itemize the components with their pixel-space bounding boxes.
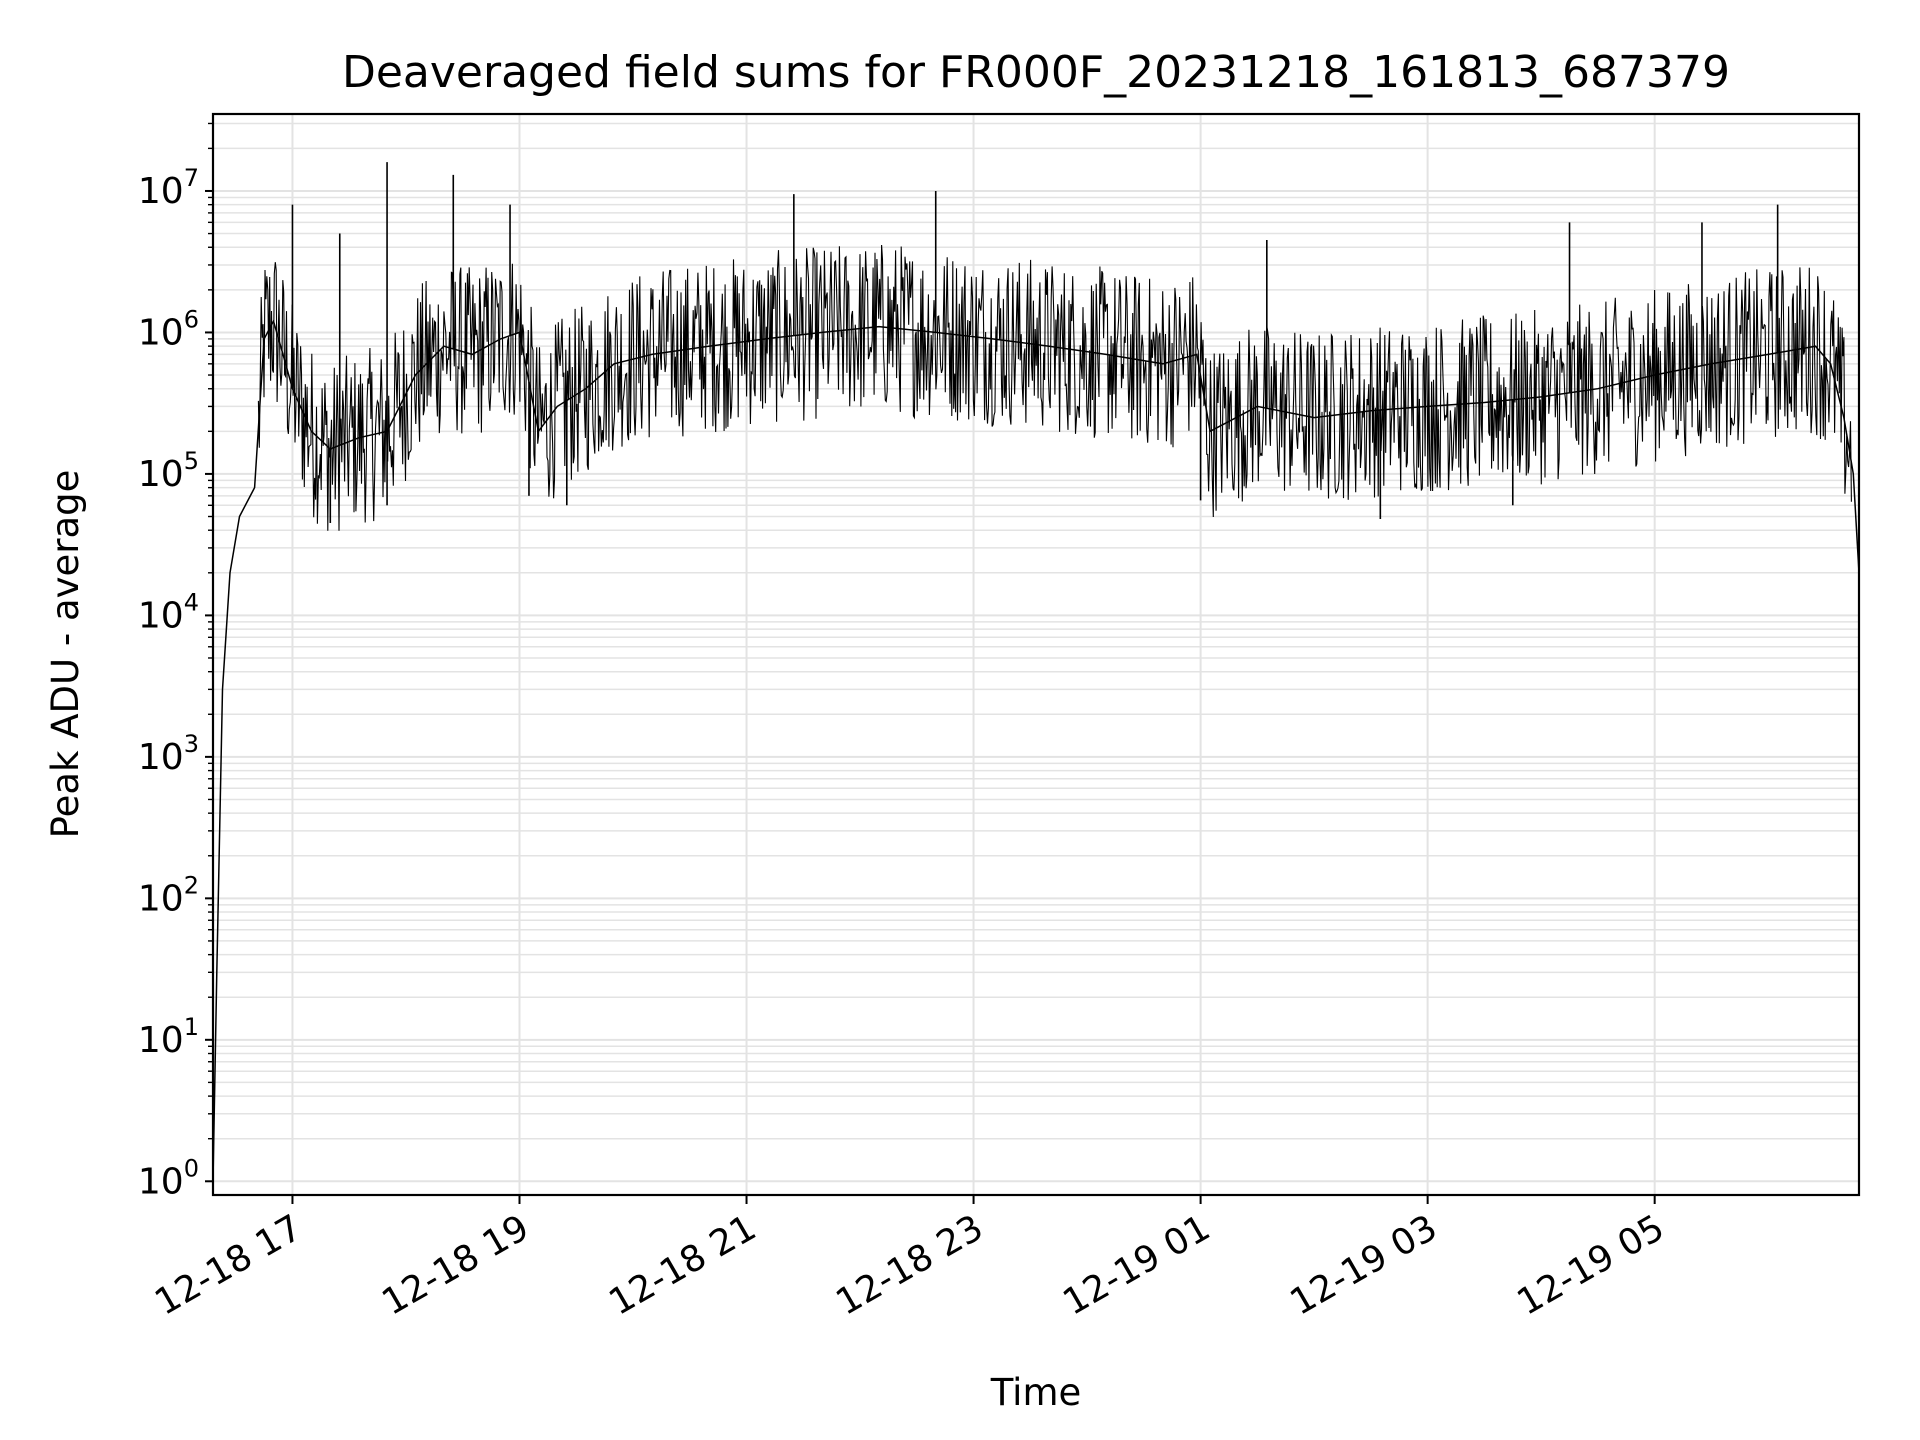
y-tick-label: 106	[138, 305, 199, 353]
y-axis-label: Peak ADU - average	[44, 470, 87, 839]
y-tick-label: 103	[138, 730, 199, 778]
y-tick-label: 107	[138, 164, 199, 212]
y-tick-label: 104	[138, 588, 199, 636]
grid	[213, 114, 1859, 1195]
y-tick-label: 101	[138, 1013, 199, 1061]
x-axis-label: Time	[990, 1371, 1082, 1414]
series-layer	[212, 162, 1860, 1182]
chart-title: Deaveraged field sums for FR000F_2023121…	[342, 47, 1730, 98]
y-tick-label: 100	[138, 1154, 199, 1202]
series-noise-trace	[257, 244, 1852, 531]
y-tick-label: 102	[138, 871, 199, 919]
plot-frame	[211, 112, 1861, 1197]
y-tick-label: 105	[138, 447, 199, 495]
